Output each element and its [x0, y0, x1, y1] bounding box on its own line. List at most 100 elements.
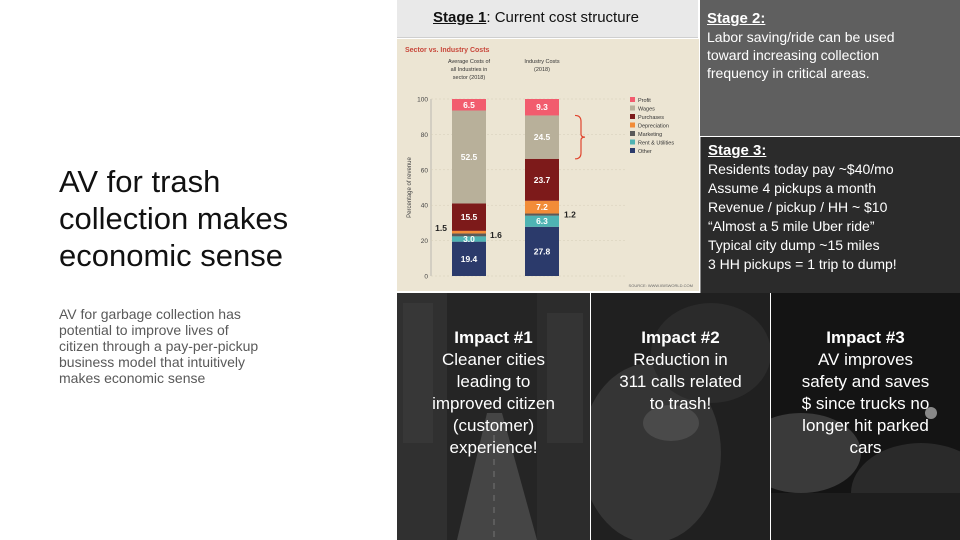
chart-source: SOURCE: WWW.IBISWORLD.COM [629, 283, 693, 288]
city-street-photo [397, 293, 590, 540]
data-label: 15.5 [461, 212, 478, 222]
impact-1-text: Impact #1 Cleaner cities leading to impr… [397, 327, 590, 459]
data-label: 6.5 [463, 100, 475, 110]
stage2-line: Labor saving/ride can be used [707, 29, 895, 45]
stage3-line: Assume 4 pickups a month [708, 180, 877, 196]
impact-1-line: Cleaner cities [442, 350, 545, 369]
bar-segment [525, 213, 559, 216]
stage2-panel: Stage 2: Labor saving/ride can be used t… [700, 0, 960, 136]
body-line: potential to improve lives of [59, 322, 229, 338]
data-label: 1.5 [435, 223, 447, 233]
category-label: (2018) [534, 67, 550, 73]
bar-segment [452, 99, 486, 111]
legend-swatch [630, 114, 635, 119]
bar-segment [452, 203, 486, 231]
y-tick-label: 100 [417, 97, 428, 104]
stage3-label: Stage 3: [708, 142, 767, 159]
bar-segment [525, 226, 559, 276]
impact-1-line: (customer) [452, 416, 535, 435]
bar-segment [452, 236, 486, 242]
stage1-caption: Stage 1: Current cost structure [433, 9, 639, 26]
stage1-text: : Current cost structure [486, 9, 639, 26]
y-tick-label: 40 [421, 203, 429, 210]
bracket-annotation [574, 114, 586, 160]
slide-body: AV for garbage collection has potential … [59, 306, 299, 386]
title-line: AV for trash [59, 164, 221, 199]
legend-swatch [630, 131, 635, 136]
bar-segment [525, 99, 559, 116]
data-label: 24.5 [534, 132, 551, 142]
night-street-photo [771, 293, 960, 540]
bar-segment [525, 115, 559, 159]
y-tick-label: 60 [421, 167, 429, 174]
legend-swatch [630, 122, 635, 128]
data-label: 6.3 [536, 216, 548, 226]
legend-label: Rent & Utilities [638, 141, 674, 147]
bar-segment [452, 110, 486, 204]
phone-call-photo [591, 293, 770, 540]
legend-label: Marketing [638, 132, 662, 138]
impact-3-line: $ since trucks no [801, 394, 930, 413]
impact-2-line: Reduction in [633, 350, 728, 369]
category-label: sector (2018) [453, 75, 486, 81]
slide-title: AV for trash collection makes economic s… [59, 163, 359, 274]
legend-label: Wages [638, 107, 655, 113]
y-axis-label: Percentage of revenue [407, 156, 413, 217]
impact-3-text: Impact #3 AV improves safety and saves $… [771, 327, 960, 459]
impact-1-panel: Impact #1 Cleaner cities leading to impr… [397, 293, 590, 540]
category-label: Industry Costs [524, 59, 559, 65]
title-line: economic sense [59, 238, 284, 273]
stage3-line: “Almost a 5 mile Uber ride” [708, 218, 875, 234]
category-label: all Industries in [451, 67, 488, 73]
impact-3-panel: Impact #3 AV improves safety and saves $… [771, 293, 960, 540]
impact-2-line: to trash! [649, 394, 712, 413]
stage1-header: Stage 1: Current cost structure [397, 0, 698, 38]
y-tick-label: 0 [424, 274, 428, 281]
stage3-line: Revenue / pickup / HH ~ $10 [708, 199, 888, 215]
data-label: 27.8 [534, 246, 551, 256]
body-line: citizen through a pay-per-pickup [59, 338, 259, 354]
data-label: 1.6 [490, 230, 502, 240]
cost-chart-panel: Sector vs. Industry Costs 0 20 40 60 80 100 Per… [397, 39, 699, 291]
impact-2-line: 311 calls related [619, 372, 742, 391]
impact-3-line: longer hit parked [802, 416, 929, 435]
data-label: 19.4 [461, 254, 478, 264]
body-line: makes economic sense [59, 370, 206, 386]
category-label: Average Costs of [448, 59, 491, 65]
bar-segment [525, 158, 559, 201]
bar-segment [452, 241, 486, 276]
impact-3-line: AV improves [817, 350, 914, 369]
data-label: 7.2 [536, 202, 548, 212]
data-label: 3.0 [463, 234, 475, 244]
stage3-panel: Stage 3: Residents today pay ~$40/mo Ass… [700, 137, 960, 293]
impact-3-line: cars [849, 438, 882, 457]
stage3-line: Residents today pay ~$40/mo [708, 161, 894, 177]
impact-2-text: Impact #2 Reduction in 311 calls related… [591, 327, 770, 415]
y-tick-label: 20 [421, 238, 429, 245]
legend-label: Purchases [638, 115, 664, 121]
data-label: 52.5 [461, 152, 478, 162]
legend-label: Other [638, 149, 652, 155]
stage2-label: Stage 2: [707, 10, 766, 27]
legend-swatch [630, 105, 635, 111]
impact-1-line: leading to [456, 372, 531, 391]
chart-title: Sector vs. Industry Costs [405, 47, 490, 54]
bar-segment [525, 215, 559, 227]
impact-1-line: experience! [449, 438, 538, 457]
bar-segment [525, 200, 559, 214]
body-line: AV for garbage collection has [59, 306, 241, 322]
impact-1-title: Impact #1 [454, 328, 533, 347]
stage3-line: 3 HH pickups = 1 trip to dump! [708, 256, 897, 272]
impact-2-title: Impact #2 [641, 328, 720, 347]
legend-swatch [630, 97, 635, 102]
impact-3-line: safety and saves [801, 372, 930, 391]
data-label: 23.7 [534, 175, 551, 185]
impact-3-title: Impact #3 [826, 328, 905, 347]
bar-segment [452, 233, 486, 237]
impact-2-panel: Impact #2 Reduction in 311 calls related… [591, 293, 770, 540]
y-tick-label: 80 [421, 132, 429, 139]
body-line: business model that intuitively [59, 354, 245, 370]
bar-segment [452, 230, 486, 234]
stage1-label: Stage 1 [433, 9, 487, 26]
data-label: 9.3 [536, 102, 548, 112]
